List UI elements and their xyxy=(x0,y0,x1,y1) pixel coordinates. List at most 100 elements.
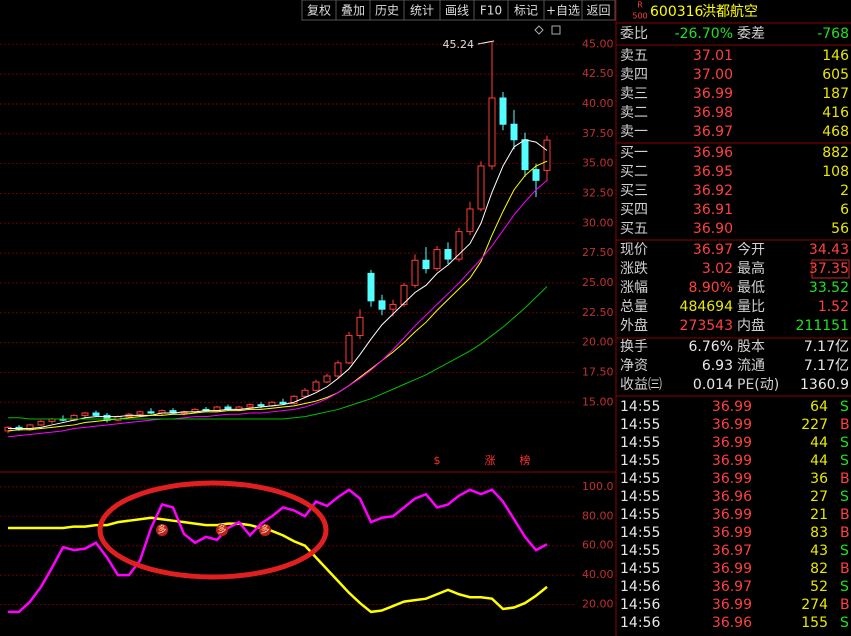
trade-side: B xyxy=(840,525,850,541)
trade-side: S xyxy=(840,435,849,451)
trade-volume: 83 xyxy=(810,525,828,541)
trade-volume: 227 xyxy=(801,417,828,433)
y-tick-label: 17.50 xyxy=(582,365,614,378)
field-value: 36.97 xyxy=(693,242,733,258)
candle-body xyxy=(521,139,529,171)
book-price: 36.90 xyxy=(693,221,733,237)
field-label: 涨跌 xyxy=(620,261,648,277)
field-value: 0.014 xyxy=(693,377,733,393)
y-tick-label: 45.00 xyxy=(582,37,614,50)
icon[interactable] xyxy=(551,25,561,35)
trade-side: S xyxy=(840,399,849,415)
trade-time: 14:55 xyxy=(620,543,660,559)
trade-volume: 21 xyxy=(810,507,828,523)
indicator-line xyxy=(8,488,548,614)
candle-body xyxy=(37,420,45,426)
trade-side: S xyxy=(840,453,849,469)
field-value: -768 xyxy=(817,26,849,42)
trade-time: 14:56 xyxy=(620,615,660,631)
candle-body xyxy=(466,208,474,233)
toolbar-label[interactable]: 统计 xyxy=(410,4,434,18)
toolbar-label[interactable]: 标记 xyxy=(514,4,538,18)
marker-badge xyxy=(156,524,168,536)
y-tick-label: 42.50 xyxy=(582,67,614,80)
stock-name: 洪都航空 xyxy=(702,4,758,20)
candle-body xyxy=(290,395,298,404)
trade-time: 14:56 xyxy=(620,597,660,613)
trade-volume: 155 xyxy=(801,615,828,631)
trade-price: 36.99 xyxy=(712,399,752,415)
candle-body xyxy=(367,272,375,302)
field-label: 内盘 xyxy=(737,317,765,334)
book-label: 卖二 xyxy=(620,105,648,121)
toolbar-label[interactable]: 画线 xyxy=(445,4,469,18)
trade-time: 14:55 xyxy=(620,435,660,451)
trade-time: 14:55 xyxy=(620,489,660,505)
icon[interactable] xyxy=(534,25,544,35)
candle-body xyxy=(477,165,485,210)
trade-side: S xyxy=(840,489,849,505)
book-price: 37.01 xyxy=(693,48,733,64)
book-price: 36.99 xyxy=(693,86,733,102)
field-label: 外盘 xyxy=(620,317,648,334)
field-value: 1.52 xyxy=(818,299,849,315)
book-volume: 108 xyxy=(822,164,849,180)
candle-body xyxy=(257,404,265,407)
candle-body xyxy=(378,300,386,310)
toolbar-label[interactable]: 返回 xyxy=(586,4,610,18)
field-label: 流通 xyxy=(737,358,765,374)
candle-body xyxy=(389,303,397,310)
book-volume: 468 xyxy=(822,124,849,140)
trade-volume: 82 xyxy=(810,561,828,577)
annotation-leader xyxy=(477,40,495,45)
trade-price: 36.99 xyxy=(712,597,752,613)
toolbar-label[interactable]: 复权 xyxy=(307,4,331,18)
book-volume: 56 xyxy=(831,221,849,237)
candle-body xyxy=(147,411,155,414)
moving-average xyxy=(8,139,548,430)
trade-time: 14:55 xyxy=(620,507,660,523)
book-price: 37.00 xyxy=(693,67,733,83)
trade-price: 36.96 xyxy=(712,615,752,631)
y-tick-label: 27.50 xyxy=(582,246,614,259)
trade-time: 14:55 xyxy=(620,525,660,541)
toolbar-button[interactable] xyxy=(581,0,616,21)
marker-badge xyxy=(259,524,271,536)
book-price: 36.96 xyxy=(693,145,733,161)
toolbar-label[interactable]: 叠加 xyxy=(341,4,365,18)
field-label: 委差 xyxy=(737,26,765,42)
trade-volume: 274 xyxy=(801,597,828,613)
highlight-ellipse xyxy=(97,480,329,580)
trade-side: S xyxy=(840,543,849,559)
trade-time: 14:55 xyxy=(620,399,660,415)
y-tick-label: 20.00 xyxy=(582,598,614,611)
toolbar-label[interactable]: +自选 xyxy=(546,4,580,18)
book-volume: 187 xyxy=(822,86,849,102)
candle-body xyxy=(532,169,540,181)
trade-price: 36.99 xyxy=(712,417,752,433)
trade-price: 36.96 xyxy=(712,489,752,505)
toolbar-label[interactable]: 历史 xyxy=(375,4,399,18)
trade-time: 14:55 xyxy=(620,471,660,487)
candle-body xyxy=(488,97,496,167)
candle-body xyxy=(136,411,144,415)
y-tick-label: 60.00 xyxy=(582,539,614,552)
marker-text: 多 xyxy=(260,524,269,536)
field-label: 量比 xyxy=(737,299,765,315)
toolbar-label[interactable]: F10 xyxy=(480,4,502,18)
trade-volume: 27 xyxy=(810,489,828,505)
trade-price: 36.99 xyxy=(712,471,752,487)
trade-time: 14:55 xyxy=(620,417,660,433)
candle-body xyxy=(356,317,364,336)
field-value: 8.90% xyxy=(689,280,733,296)
field-label: 现价 xyxy=(620,242,648,258)
book-label: 卖四 xyxy=(620,67,648,83)
marker-text: 多 xyxy=(157,524,166,536)
candle-body xyxy=(92,412,100,416)
field-label: 涨幅 xyxy=(620,280,648,296)
book-volume: 416 xyxy=(822,105,849,121)
trade-volume: 36 xyxy=(810,471,828,487)
candle-body xyxy=(455,231,463,260)
